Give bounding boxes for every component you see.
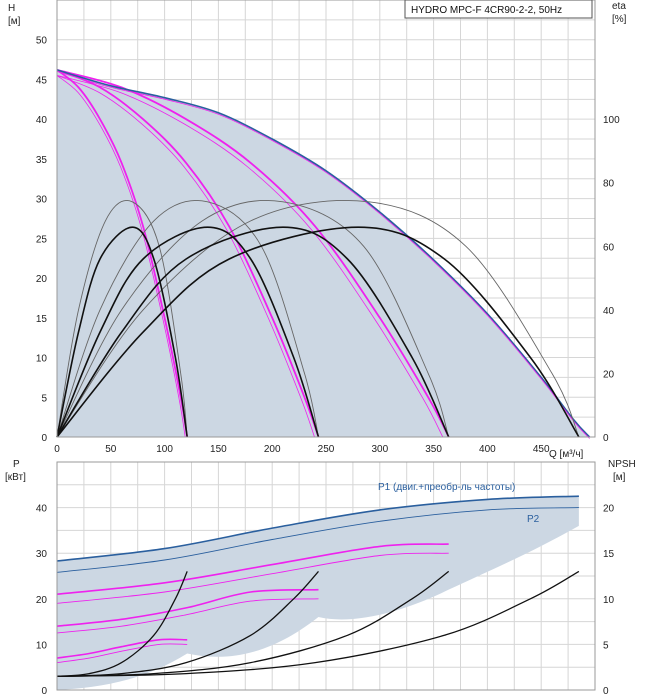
y-axis-label-p: P <box>13 459 20 470</box>
y2-tick-label: 0 <box>603 686 609 697</box>
x-tick-label: 300 <box>371 444 388 455</box>
title-box <box>404 0 593 19</box>
y-tick-label: 15 <box>36 314 48 325</box>
npsh-curve-2 <box>56 570 319 677</box>
y-axis-unit-p: [кВт] <box>5 472 26 483</box>
y-tick-label: 10 <box>36 640 48 651</box>
head-curve-thin-2 <box>56 75 315 438</box>
eta-curve-full-2 <box>56 200 319 438</box>
power-area-band <box>57 496 579 690</box>
head-curve-1 <box>56 69 189 438</box>
y-tick-label: 30 <box>36 195 48 206</box>
y-axis-unit-h: [м] <box>8 16 21 27</box>
power-curve-6 <box>56 598 319 634</box>
p1-annotation: P1 (двиг.+преобр-ль частоты) <box>378 481 515 493</box>
y2-tick-label: 5 <box>603 640 609 651</box>
power-curve-2 <box>56 507 579 573</box>
y2-axis-unit-eta: [%] <box>612 14 627 25</box>
y2-tick-label: 80 <box>603 179 615 190</box>
y2-axis-label-eta: eta <box>612 1 626 12</box>
y-tick-label: 40 <box>36 504 48 515</box>
npsh-curve-1 <box>56 571 188 677</box>
power-curve-8 <box>56 643 188 664</box>
y2-tick-label: 0 <box>603 433 609 444</box>
y-tick-label: 0 <box>41 686 47 697</box>
head-curve-2 <box>56 69 320 438</box>
y2-tick-label: 20 <box>603 504 615 515</box>
p2-annotation: P2 <box>527 514 540 525</box>
y-tick-label: 40 <box>36 115 48 126</box>
power-curve-5 <box>56 588 319 627</box>
y-tick-label: 10 <box>36 354 48 365</box>
eta-curve-3 <box>56 226 450 438</box>
head-curve-thin-1 <box>56 75 186 438</box>
x-tick-label: 150 <box>210 444 227 455</box>
head-curve-thin-3 <box>56 75 444 438</box>
x-tick-label: 200 <box>264 444 281 455</box>
npsh-curve-4 <box>56 570 580 677</box>
head-efficiency-panel: 0 50 100 150 200 250 300 350 400 450 051015202530… <box>36 0 620 455</box>
y-tick-label: 35 <box>36 155 48 166</box>
y-tick-label: 20 <box>36 274 48 285</box>
y-tick-label: 20 <box>36 595 48 606</box>
x-tick-label: 100 <box>156 444 173 455</box>
y-tick-label: 30 <box>36 549 48 560</box>
y2-tick-label: 100 <box>603 115 620 126</box>
y2-tick-label: 20 <box>603 369 615 380</box>
power-npsh-panel: 0 10 20 30 40 0 5 10 15 20 <box>36 461 615 697</box>
eta-curve-2 <box>56 226 320 438</box>
x-tick-label: 250 <box>318 444 335 455</box>
y-tick-label: 0 <box>41 433 47 444</box>
y2-tick-label: 15 <box>603 549 615 560</box>
head-envelope-curve <box>56 69 591 438</box>
y-tick-label: 25 <box>36 234 48 245</box>
y-tick-label: 50 <box>36 36 48 47</box>
x-tick-label: 450 <box>533 444 550 455</box>
power-curve-1 <box>56 495 579 562</box>
y2-tick-label: 60 <box>603 242 615 253</box>
y-tick-label: 45 <box>36 75 48 86</box>
x-tick-label: 50 <box>105 444 117 455</box>
x-tick-label: 400 <box>479 444 496 455</box>
eta-curve-4 <box>56 226 580 438</box>
x-tick-label: 0 <box>54 444 60 455</box>
y2-tick-label: 10 <box>603 595 615 606</box>
eta-curve-full-1 <box>56 200 188 438</box>
eta-curve-1 <box>56 226 188 438</box>
power-curve-3 <box>56 543 449 595</box>
x-axis-label-q: Q [м³/ч] <box>549 449 584 460</box>
x-tick-label: 350 <box>425 444 442 455</box>
y-tick-label: 5 <box>41 393 47 404</box>
y2-axis-label-npsh: NPSH <box>608 459 636 470</box>
y-axis-label-h: H <box>8 3 15 14</box>
eta-curve-full-3 <box>56 199 450 438</box>
operating-area-band <box>57 69 590 438</box>
eta-curve-full-4 <box>56 200 580 438</box>
power-curve-4 <box>56 552 449 604</box>
y2-tick-label: 40 <box>603 306 615 317</box>
y2-axis-unit-npsh: [м] <box>613 472 626 483</box>
npsh-curve-3 <box>56 570 450 677</box>
chart-title: HYDRO MPC-F 4CR90-2-2, 50Hz <box>411 5 562 16</box>
power-curve-7 <box>56 638 188 659</box>
head-curve-3 <box>56 69 450 438</box>
